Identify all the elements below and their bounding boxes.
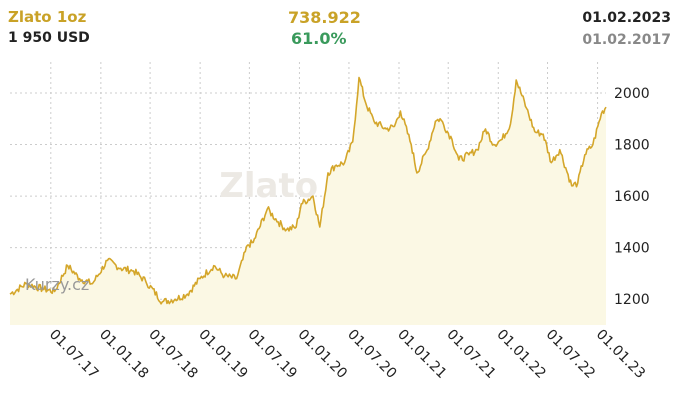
x-tick-label: 01.07.22 <box>543 327 598 382</box>
price-line <box>9 76 607 305</box>
end-date: 01.02.2023 <box>582 10 671 26</box>
x-tick-label: 01.01.21 <box>394 327 449 382</box>
x-tick-label: 01.01.23 <box>593 327 648 382</box>
y-tick-label: 1800 <box>614 138 650 154</box>
x-axis-ticks: 01.07.1701.01.1801.07.1801.01.1901.07.19… <box>46 327 648 382</box>
y-tick-label: 1200 <box>614 292 650 308</box>
y-axis-ticks: 1200 1400 1600 1800 2000 <box>614 86 650 308</box>
price-value: 738.922 <box>288 8 361 27</box>
instrument-title: Zlato 1oz <box>8 8 87 26</box>
y-tick-label: 2000 <box>614 86 650 102</box>
start-date: 01.02.2017 <box>582 32 671 48</box>
x-tick-label: 01.01.18 <box>96 327 151 382</box>
x-tick-label: 01.07.19 <box>245 327 300 382</box>
x-tick-label: 01.07.21 <box>443 327 498 382</box>
y-tick-label: 1600 <box>614 189 650 205</box>
x-tick-label: 01.01.19 <box>195 327 250 382</box>
x-tick-label: 01.07.18 <box>145 327 200 382</box>
x-tick-label: 01.07.20 <box>344 327 399 382</box>
x-tick-label: 01.07.17 <box>46 327 101 382</box>
x-tick-label: 01.01.22 <box>493 327 548 382</box>
x-tick-label: 01.01.20 <box>295 327 350 382</box>
y-tick-label: 1400 <box>614 241 650 257</box>
price-change: 61.0% <box>291 29 347 48</box>
current-price: 1 950 USD <box>8 30 90 46</box>
kurzy-logo: Kurzy.cz <box>25 275 89 294</box>
